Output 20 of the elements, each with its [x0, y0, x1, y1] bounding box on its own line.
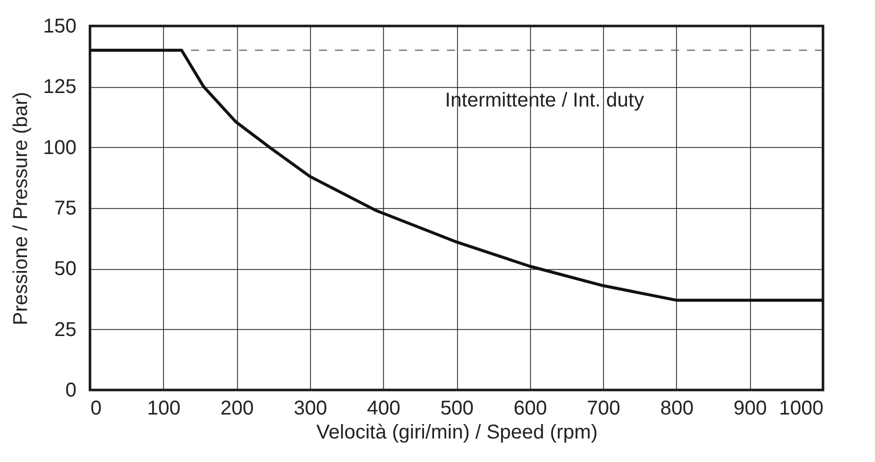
y-tick-label: 100: [43, 136, 76, 159]
x-tick-label: 400: [367, 398, 400, 420]
x-tick-label: 0: [90, 398, 102, 420]
x-tick-label: 100: [147, 398, 180, 420]
x-tick-label: 1000: [779, 398, 824, 420]
y-axis-title: Pressione / Pressure (bar): [10, 92, 32, 326]
y-tick-label: 25: [54, 318, 76, 341]
y-tick-label: 0: [65, 380, 76, 402]
x-tick-label: 300: [294, 398, 328, 420]
x-tick-label: 900: [734, 398, 767, 420]
y-tick-label: 150: [43, 16, 76, 38]
x-tick-label: 200: [220, 398, 254, 420]
y-tick-label: 125: [43, 76, 76, 98]
y-tick-label: 50: [54, 258, 76, 280]
x-tick-label: 500: [440, 398, 474, 420]
x-tick-label: 700: [586, 398, 620, 420]
x-axis-title: Velocità (giri/min) / Speed (rpm): [316, 422, 598, 444]
y-tick-label: 75: [54, 198, 76, 220]
x-tick-label: 800: [660, 398, 694, 420]
x-tick-label: 600: [514, 398, 547, 420]
